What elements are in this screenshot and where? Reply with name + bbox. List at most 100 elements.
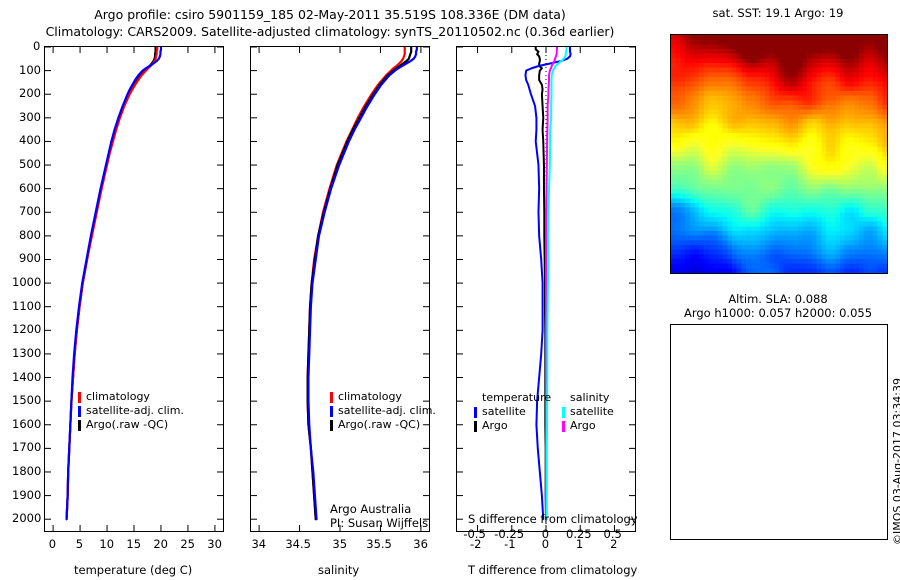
legend-item: climatology <box>330 390 436 404</box>
legend-color-swatch <box>78 391 81 403</box>
difference-legend-temperature: temperature satellite Argo <box>474 391 551 433</box>
tick-label: 0 <box>541 527 550 541</box>
legend-label: Argo(.raw -QC) <box>338 418 421 431</box>
tick-label: 30 <box>207 537 222 551</box>
tick-label: 1900 <box>12 487 42 502</box>
tick-label: 600 <box>19 180 41 195</box>
tick-label: 0 <box>48 537 57 551</box>
legend-item: satellite <box>562 405 614 419</box>
salinity-profile-plot <box>251 47 429 531</box>
tick-label: 35.5 <box>366 537 392 551</box>
sla-heatmap <box>671 325 887 539</box>
tick-label: 500 <box>19 157 41 172</box>
sla-title-line-1: Altim. SLA: 0.088 <box>728 292 828 306</box>
annotation-line-1: Argo Australia <box>330 502 412 516</box>
tick-label: 1300 <box>12 345 42 360</box>
sla-map-title: Altim. SLA: 0.088 Argo h1000: 0.057 h200… <box>668 292 888 320</box>
tick-label: 1000 <box>12 275 42 290</box>
legend-color-swatch <box>78 405 81 417</box>
legend-label: climatology <box>86 390 150 403</box>
salinity-legend: climatology satellite-adj. clim. Argo(.raw… <box>330 390 436 432</box>
tick-label: 10 <box>99 537 115 551</box>
difference-profile-plot <box>457 47 635 531</box>
tick-label: 1500 <box>12 393 42 408</box>
legend-label: satellite <box>570 405 614 418</box>
tick-label: 34.5 <box>285 537 311 551</box>
tick-label: 36 <box>413 537 428 551</box>
sla-map-panel <box>670 324 888 540</box>
tick-label: 200 <box>19 86 41 101</box>
legend-item: Argo(.raw -QC) <box>78 418 184 432</box>
tick-label: 100 <box>19 62 41 77</box>
difference-panel <box>456 46 636 532</box>
legend-color-swatch <box>330 419 333 431</box>
tick-label: -2 <box>469 537 482 551</box>
tick-label: -1 <box>504 537 516 551</box>
legend-item: satellite-adj. clim. <box>78 404 184 418</box>
tick-label: 15 <box>126 537 142 551</box>
tick-label: 800 <box>19 227 41 242</box>
legend-color-swatch <box>562 420 565 432</box>
legend-item: Argo <box>474 419 551 433</box>
temperature-axis-label: temperature (deg C) <box>74 563 193 577</box>
tick-label: 2 <box>610 537 618 551</box>
tick-label: -0.5 <box>463 527 486 541</box>
tick-label: 1600 <box>12 416 42 431</box>
tick-label: 2000 <box>12 511 42 526</box>
sst-map-panel <box>670 34 888 274</box>
salinity-panel <box>250 46 430 532</box>
legend-label: satellite-adj. clim. <box>338 404 436 417</box>
temperature-panel <box>44 46 224 532</box>
temperature-legend: climatology satellite-adj. clim. Argo(.raw… <box>78 390 184 432</box>
tick-label: 1100 <box>12 298 42 313</box>
tick-label: 5 <box>75 537 84 551</box>
tick-label: 20 <box>153 537 168 551</box>
legend-label: satellite-adj. clim. <box>86 404 184 417</box>
legend-header: temperature <box>482 391 552 404</box>
argo-australia-annotation: Argo Australia PI: Susan Wijffels <box>330 502 428 530</box>
salinity-axis-label: salinity <box>318 563 360 577</box>
tick-label: 1 <box>575 537 584 551</box>
legend-header: salinity <box>570 391 610 404</box>
legend-color-swatch <box>330 405 333 417</box>
sst-map-title: sat. SST: 19.1 Argo: 19 <box>712 6 844 20</box>
legend-item: Argo(.raw -QC) <box>330 418 436 432</box>
legend-label: climatology <box>338 390 402 403</box>
legend-color-swatch <box>330 391 333 403</box>
tick-label: 1200 <box>12 322 42 337</box>
imos-credit: ©IMOS 03-Aug-2017 03:34:39 <box>891 378 900 545</box>
tick-label: 400 <box>19 133 41 148</box>
tick-label: 900 <box>19 251 41 266</box>
sst-heatmap <box>671 35 887 273</box>
tick-label: 700 <box>19 204 41 219</box>
tick-label: 1700 <box>12 440 42 455</box>
tick-label: 300 <box>19 109 41 124</box>
tick-label: 0.25 <box>566 527 592 541</box>
tick-label: 1800 <box>12 463 42 478</box>
t-difference-axis-label: T difference from climatology <box>468 563 638 577</box>
legend-item: satellite <box>474 405 551 419</box>
tick-label: 0 <box>541 537 550 551</box>
legend-label: Argo <box>570 419 596 432</box>
legend-color-swatch <box>78 419 81 431</box>
legend-item: Argo <box>562 419 614 433</box>
legend-color-swatch <box>474 420 477 432</box>
s-difference-axis-label: S difference from climatology <box>468 512 638 526</box>
annotation-line-2: PI: Susan Wijffels <box>330 516 429 530</box>
tick-label: 34 <box>251 537 267 551</box>
legend-color-swatch <box>562 406 565 418</box>
tick-label: -0.25 <box>494 527 525 541</box>
tick-label: 1400 <box>12 369 42 384</box>
plot-title: Argo profile: csiro 5901159_185 02-May-2… <box>0 6 660 40</box>
difference-legend-salinity: salinity satellite Argo <box>562 391 614 433</box>
legend-label: Argo(.raw -QC) <box>86 418 169 431</box>
temperature-profile-plot <box>45 47 223 531</box>
tick-label: 0.5 <box>603 527 622 541</box>
title-line-1: Argo profile: csiro 5901159_185 02-May-2… <box>94 7 566 22</box>
legend-item: satellite-adj. clim. <box>330 404 436 418</box>
sla-title-line-2: Argo h1000: 0.057 h2000: 0.055 <box>683 306 873 320</box>
legend-item: climatology <box>78 390 184 404</box>
tick-label: 0 <box>33 39 41 53</box>
tick-label: 25 <box>180 537 195 551</box>
title-line-2: Climatology: CARS2009. Satellite-adjuste… <box>45 24 615 39</box>
